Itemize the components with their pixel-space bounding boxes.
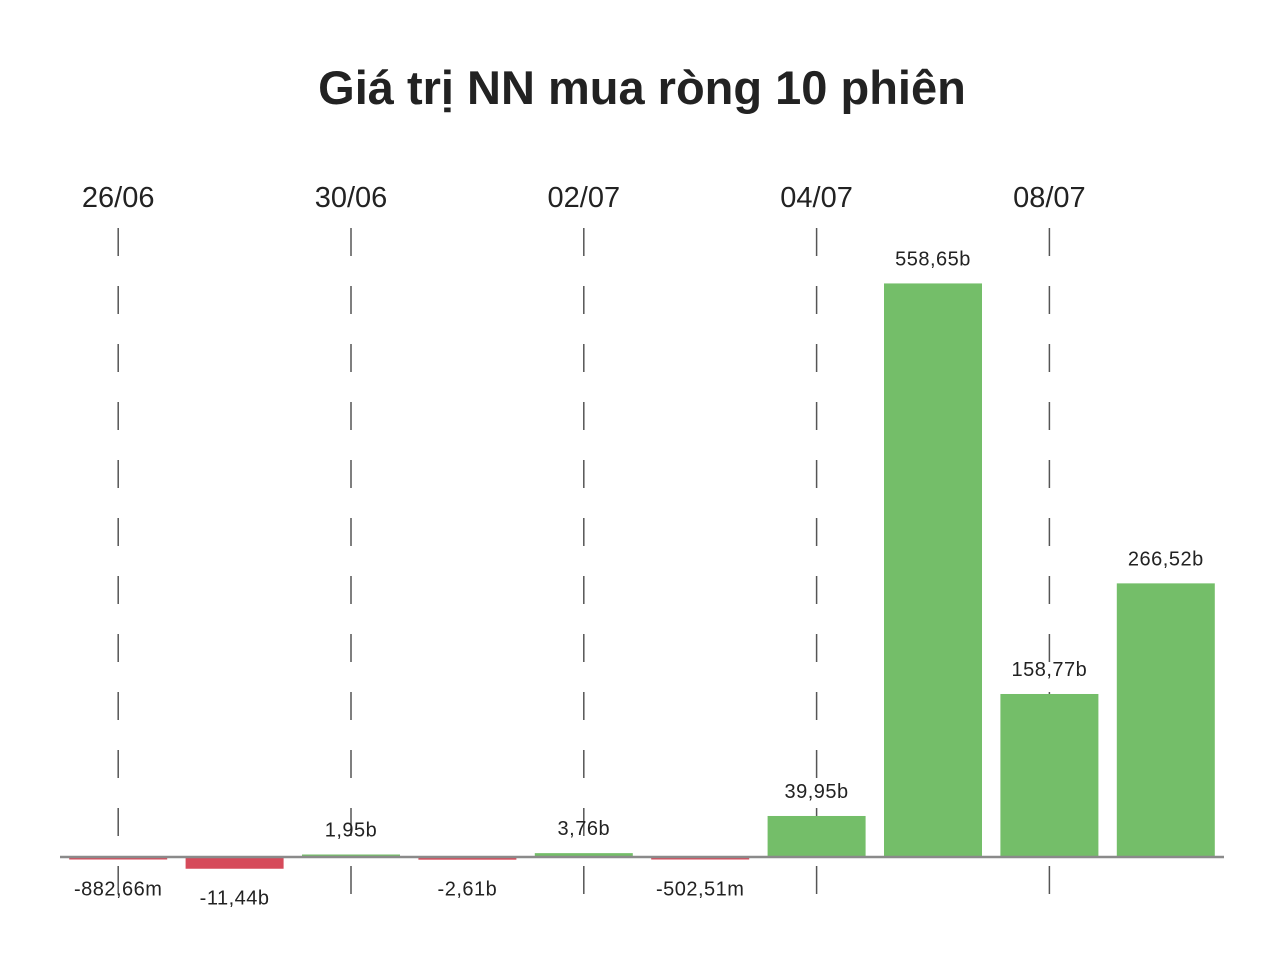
bar-value-label: 39,95b: [785, 781, 849, 803]
bar: [418, 857, 517, 860]
x-axis-tick-labels: 26/06 30/06 02/07 04/07 08/07: [82, 182, 1086, 214]
bar: [1116, 583, 1215, 857]
bar-value-label: -2,61b: [438, 879, 498, 901]
bar-value-label: -11,44b: [200, 888, 270, 910]
x-tick-label: 30/06: [315, 182, 388, 214]
bars: [69, 283, 1215, 869]
bar: [884, 283, 982, 857]
x-tick-label: 26/06: [82, 182, 155, 214]
bar: [767, 815, 866, 857]
x-tick-label: 08/07: [1013, 182, 1086, 214]
chart-title: Giá trị NN mua ròng 10 phiên: [318, 61, 966, 114]
bar: [185, 857, 284, 869]
bar-value-label: 558,65b: [895, 248, 971, 270]
bar-value-label: 1,95b: [325, 820, 378, 842]
bar-value-label: -882,66m: [74, 879, 163, 901]
bar-value-label: 3,76b: [558, 818, 611, 840]
x-tick-label: 04/07: [780, 182, 853, 214]
bar: [534, 853, 633, 857]
x-tick-label: 02/07: [548, 182, 621, 214]
data-labels: -882,66m -11,44b 1,95b -2,61b 3,76b -502,51m 3…: [74, 248, 1204, 910]
bar-value-label: 158,77b: [1012, 659, 1088, 681]
bar-value-label: 266,52b: [1128, 548, 1204, 570]
bar: [1000, 693, 1099, 857]
bar-value-label: -502,51m: [656, 879, 745, 901]
